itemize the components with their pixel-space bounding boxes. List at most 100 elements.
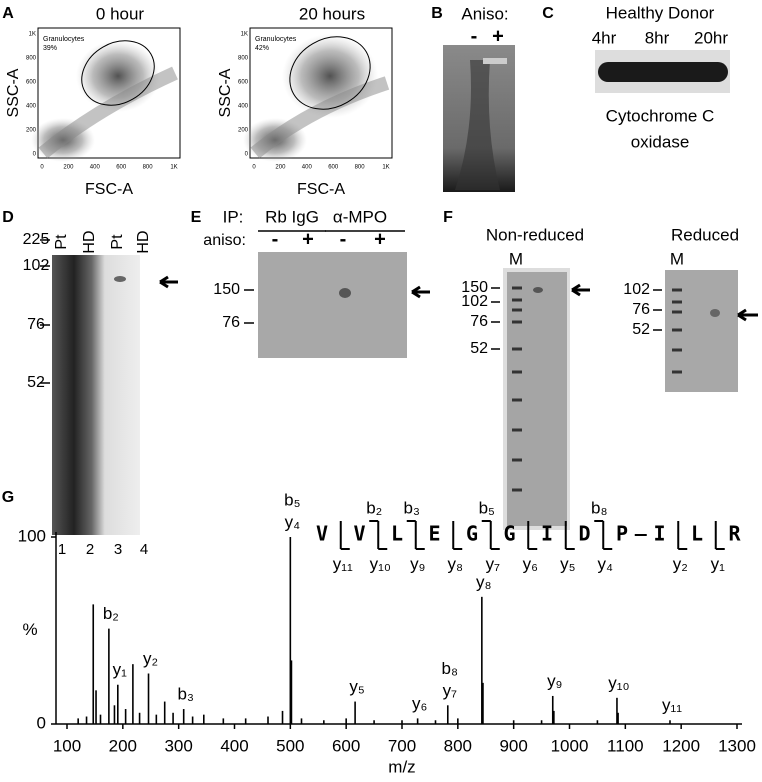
gate-percent: 42%: [255, 45, 269, 52]
y-ion-label: y₄: [598, 554, 614, 573]
x-tick-label: 1100: [607, 736, 644, 755]
residue: I: [653, 522, 665, 546]
y-axis-label: %: [22, 620, 37, 639]
x-tick-label: 800: [143, 165, 154, 171]
marker-label: 150: [461, 279, 488, 296]
lane-label: 8hr: [645, 28, 670, 47]
marker-label: 102: [461, 293, 488, 310]
y-ion-label: y₇: [486, 554, 501, 573]
y-ion-label: y₆: [523, 554, 538, 573]
panel-letter: F: [443, 209, 453, 226]
gel-title: Reduced: [671, 225, 739, 244]
y-ion-label: y₈: [447, 554, 463, 573]
y-tick-label: 0: [37, 713, 46, 732]
residue: E: [428, 522, 440, 546]
y-ion-label: y₁₀: [370, 554, 391, 573]
x-tick-label: 1200: [662, 736, 700, 755]
cell-cloud: [250, 76, 390, 159]
marker-label: 76: [632, 301, 650, 318]
peak-label: b₂: [103, 604, 119, 623]
blot-title: Healthy Donor: [606, 3, 715, 22]
treatment-label: Aniso:: [461, 4, 508, 23]
arrow: [411, 285, 430, 299]
gel-image: [52, 255, 140, 535]
b-ion-label: b₅: [479, 498, 495, 517]
marker-label: 150: [213, 281, 240, 298]
panel-letter: D: [2, 209, 14, 226]
residue: V: [353, 522, 365, 546]
y-ion-label: y₁₁: [333, 554, 353, 573]
x-tick-label: 300: [164, 736, 192, 755]
residue: G: [466, 522, 478, 546]
marker-label: 225: [23, 231, 50, 248]
lane-number: 1: [58, 541, 66, 558]
marker-label: 76: [27, 316, 45, 333]
residue: L: [691, 522, 703, 546]
y-tick-label: 200: [238, 128, 249, 134]
y-ion-label: y₁: [711, 554, 726, 573]
lane-label: -: [471, 25, 478, 47]
gate: [81, 40, 155, 106]
x-tick-label: 200: [109, 736, 137, 755]
x-tick-label: 1K: [170, 165, 177, 171]
x-tick-label: 200: [275, 165, 286, 171]
x-tick-label: 1K: [382, 165, 389, 171]
gel-smear: [455, 60, 500, 190]
x-tick-label: 600: [328, 165, 339, 171]
peak-label: b₅: [284, 490, 300, 509]
residue: P: [616, 522, 628, 546]
lane-label: HD: [81, 230, 98, 253]
gate-name: Granulocytes: [255, 36, 297, 43]
x-tick-label: 500: [276, 736, 304, 755]
peak-label: y₂: [143, 649, 158, 668]
y-tick-label: 800: [238, 56, 249, 62]
gel-band: [710, 309, 720, 317]
peak-label: y₆: [412, 694, 427, 713]
x-tick-label: 1300: [718, 736, 756, 755]
gel-band: [533, 287, 543, 293]
b-ion-label: b₂: [366, 498, 382, 517]
x-tick-label: 400: [220, 736, 248, 755]
x-tick-label: 600: [116, 165, 127, 171]
y-tick-label: 200: [26, 128, 37, 134]
lane-label: HD: [135, 230, 152, 253]
x-tick-label: 900: [499, 736, 527, 755]
marker-label: 52: [632, 321, 650, 338]
plot-title: 0 hour: [96, 4, 145, 23]
marker-label: 102: [23, 257, 50, 274]
gel-band: [114, 276, 126, 282]
gel-band: [483, 58, 507, 64]
x-tick-label: 200: [63, 165, 74, 171]
blot-band: [598, 62, 728, 82]
arrow: [737, 308, 758, 322]
gate-percent: 39%: [43, 45, 57, 52]
y-ion-label: y₅: [560, 554, 575, 573]
y-tick-label: 800: [26, 56, 37, 62]
ladder-label: M: [670, 249, 684, 268]
lane-number: 2: [86, 541, 94, 558]
cell-cloud: [38, 66, 178, 159]
peak-label: y₁₁: [662, 696, 682, 715]
marker-label: 76: [222, 314, 240, 331]
y-ion-label: y₉: [410, 554, 425, 573]
y-ion-label: y₂: [673, 554, 688, 573]
panel-letter: E: [191, 209, 202, 226]
peak-label: y₉: [547, 671, 562, 690]
gel-title: Non-reduced: [486, 225, 584, 244]
gel-band: [339, 288, 351, 298]
blot-caption: Cytochrome C: [606, 106, 715, 125]
peak-label: y₄: [285, 512, 301, 531]
lane-label: 20hr: [694, 28, 728, 47]
y-tick-label: 1K: [29, 32, 36, 38]
lane-number: 4: [140, 541, 148, 558]
lane-label: +: [302, 228, 314, 250]
x-tick-label: 800: [444, 736, 472, 755]
lane-label: +: [374, 228, 386, 250]
group-label: α-MPO: [333, 207, 387, 226]
ip-label: IP:: [223, 207, 244, 226]
ladder: [512, 286, 522, 492]
residue: I: [541, 522, 553, 546]
peak-label: b₈: [442, 659, 459, 678]
residue: G: [503, 522, 515, 546]
panel-letter: G: [2, 489, 14, 506]
